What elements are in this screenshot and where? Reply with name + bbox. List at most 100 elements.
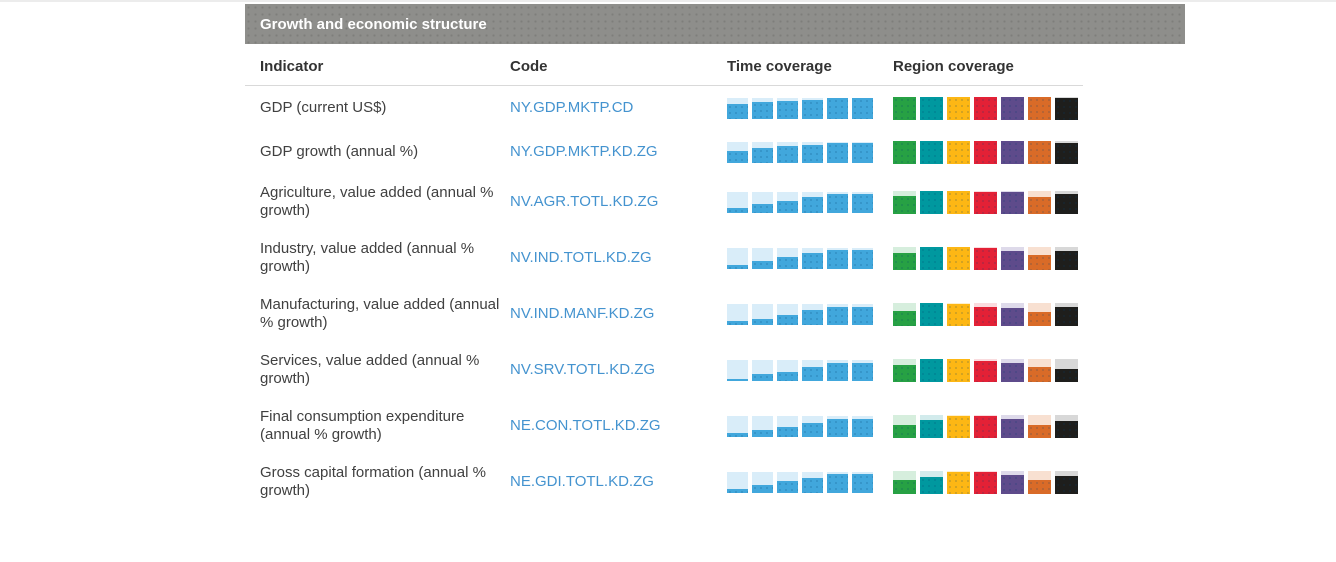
column-header-time-coverage: Time coverage (727, 58, 832, 75)
region-coverage-cells (893, 190, 1083, 214)
region-coverage-cell-green (893, 140, 916, 164)
coverage-fill (1001, 191, 1024, 214)
coverage-fill (777, 427, 798, 437)
coverage-fill (920, 477, 943, 494)
indicator-code-link[interactable]: NV.SRV.TOTL.KD.ZG (510, 361, 656, 378)
region-coverage-cells (893, 470, 1083, 494)
coverage-fill (893, 140, 916, 164)
coverage-fill (752, 203, 773, 213)
time-coverage-cell (802, 247, 823, 269)
coverage-fill (852, 193, 873, 213)
time-coverage-cells (727, 97, 893, 119)
coverage-fill (727, 208, 748, 213)
time-coverage-cell (827, 191, 848, 213)
region-coverage-cell-red (974, 358, 997, 382)
coverage-fill (852, 306, 873, 325)
coverage-fill (1055, 142, 1078, 164)
region-coverage-cell-black (1055, 358, 1078, 382)
indicator-code-link[interactable]: NE.CON.TOTL.KD.ZG (510, 417, 661, 434)
region-coverage-cell-red (974, 302, 997, 326)
coverage-fill (852, 474, 873, 493)
indicator-code-link[interactable]: NV.AGR.TOTL.KD.ZG (510, 193, 659, 210)
coverage-fill (727, 103, 748, 119)
coverage-fill (852, 362, 873, 381)
region-coverage-cell-purple (1001, 96, 1024, 120)
table-row: Final consumption expenditure (annual % … (245, 398, 1185, 454)
coverage-fill (802, 100, 823, 119)
indicator-name: GDP (current US$) (260, 99, 387, 116)
coverage-fill (1028, 366, 1051, 382)
region-coverage-cell-yellow (947, 302, 970, 326)
coverage-fill (920, 190, 943, 214)
time-coverage-cell (852, 471, 873, 493)
top-divider (0, 0, 1336, 2)
coverage-fill (1001, 307, 1024, 326)
region-coverage-cell-teal (920, 470, 943, 494)
indicator-code-link[interactable]: NE.GDI.TOTL.KD.ZG (510, 473, 654, 490)
region-coverage-cell-teal (920, 190, 943, 214)
column-header-region-coverage: Region coverage (893, 58, 1014, 75)
coverage-fill (947, 190, 970, 214)
region-coverage-cell-orange (1028, 96, 1051, 120)
region-coverage-cell-teal (920, 96, 943, 120)
time-coverage-cell (752, 359, 773, 381)
region-coverage-cell-purple (1001, 358, 1024, 382)
region-coverage-cells (893, 140, 1083, 164)
region-coverage-cell-yellow (947, 358, 970, 382)
time-coverage-cell (852, 359, 873, 381)
section-title: Growth and economic structure (260, 15, 487, 33)
time-coverage-cell (777, 97, 798, 119)
coverage-fill (802, 197, 823, 213)
coverage-fill (1055, 421, 1078, 438)
region-coverage-cell-orange (1028, 190, 1051, 214)
table-row: GDP (current US$) NY.GDP.MKTP.CD (245, 86, 1185, 130)
time-coverage-cell (802, 303, 823, 325)
coverage-fill (727, 265, 748, 269)
indicator-name: Gross capital formation (annual % growth… (260, 464, 486, 499)
indicator-code-link[interactable]: NV.IND.MANF.KD.ZG (510, 305, 655, 322)
indicator-name: Industry, value added (annual % growth) (260, 240, 475, 275)
column-header-code: Code (510, 58, 548, 75)
coverage-fill (974, 306, 997, 326)
indicator-code-link[interactable]: NY.GDP.MKTP.KD.ZG (510, 143, 658, 160)
coverage-fill (777, 371, 798, 381)
region-coverage-cell-purple (1001, 302, 1024, 326)
indicator-code-link[interactable]: NV.IND.TOTL.KD.ZG (510, 249, 652, 266)
time-coverage-cell (727, 97, 748, 119)
region-coverage-cell-green (893, 190, 916, 214)
region-coverage-cell-teal (920, 358, 943, 382)
region-coverage-cell-yellow (947, 96, 970, 120)
table-row: Gross capital formation (annual % growth… (245, 454, 1185, 510)
time-coverage-cell (752, 247, 773, 269)
coverage-fill (1028, 96, 1051, 120)
time-coverage-cells (727, 303, 893, 325)
region-coverage-cell-green (893, 470, 916, 494)
region-coverage-cells (893, 96, 1083, 120)
time-coverage-cell (852, 415, 873, 437)
coverage-fill (1055, 98, 1078, 120)
coverage-fill (802, 144, 823, 163)
coverage-fill (893, 96, 916, 120)
coverage-fill (827, 362, 848, 381)
time-coverage-cell (727, 191, 748, 213)
table-row: Agriculture, value added (annual % growt… (245, 174, 1185, 230)
coverage-fill (893, 310, 916, 326)
growth-economic-structure-panel: Growth and economic structure Indicator … (245, 4, 1185, 510)
time-coverage-cells (727, 141, 893, 163)
coverage-fill (802, 252, 823, 269)
region-coverage-cell-purple (1001, 246, 1024, 270)
coverage-fill (1055, 193, 1078, 214)
coverage-fill (777, 315, 798, 325)
time-coverage-cell (852, 303, 873, 325)
coverage-fill (827, 193, 848, 213)
coverage-fill (1055, 307, 1078, 326)
coverage-fill (827, 474, 848, 493)
coverage-fill (752, 374, 773, 381)
region-coverage-cell-green (893, 96, 916, 120)
time-coverage-cell (827, 247, 848, 269)
indicator-code-link[interactable]: NY.GDP.MKTP.CD (510, 99, 634, 116)
region-coverage-cell-black (1055, 140, 1078, 164)
region-coverage-cell-orange (1028, 246, 1051, 270)
time-coverage-cell (752, 471, 773, 493)
coverage-fill (727, 488, 748, 493)
